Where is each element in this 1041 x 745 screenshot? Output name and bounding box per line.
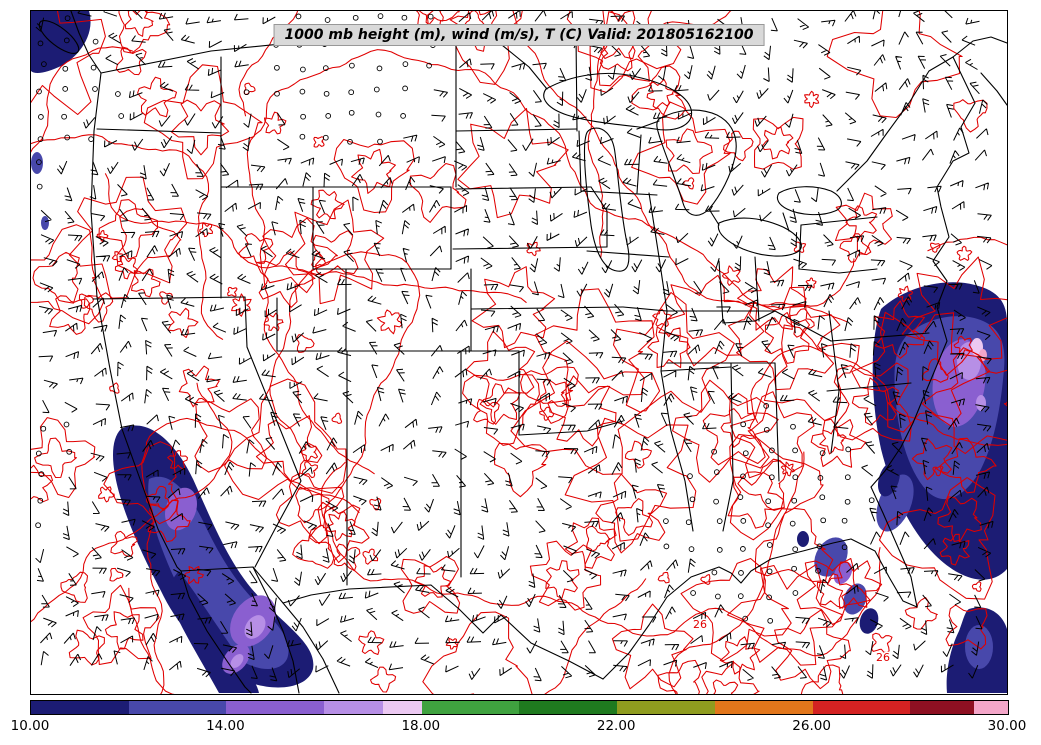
colorbar-tick-label: 22.00 xyxy=(596,718,636,734)
colorbar-band xyxy=(382,701,422,714)
colorbar-tick-label: 30.00 xyxy=(987,718,1027,734)
contour-label: 26 xyxy=(876,651,890,664)
colorbar-tick-labels: 10.00 14.00 18.00 22.00 26.00 30.00 xyxy=(11,718,1027,738)
wind-barb-layer xyxy=(35,11,994,682)
colorbar-band xyxy=(128,701,227,714)
contour-label-layer: 26 26 xyxy=(692,617,892,666)
shaded-wind-speed-layer xyxy=(31,11,1007,693)
colorbar-band xyxy=(617,701,715,714)
colorbar-band xyxy=(812,701,911,714)
colorbar-band xyxy=(714,701,813,714)
colorbar-band xyxy=(324,701,383,714)
plot-title-text: 1000 mb height (m), wind (m/s), T (C) Va… xyxy=(284,27,754,43)
colorbar xyxy=(30,700,1009,715)
colorbar-band xyxy=(226,701,325,714)
colorbar-tick-label: 18.00 xyxy=(401,718,441,734)
map-canvas: 26 26 xyxy=(31,11,1007,694)
map-plot-area: 26 26 1000 mb height (m), wind (m/s), T (… xyxy=(30,10,1008,695)
colorbar-band xyxy=(973,701,1008,714)
colorbar-tick-label: 10.00 xyxy=(10,718,50,734)
colorbar-band xyxy=(519,701,618,714)
contour-label: 26 xyxy=(693,618,707,631)
plot-title: 1000 mb height (m), wind (m/s), T (C) Va… xyxy=(273,24,765,46)
colorbar-band xyxy=(421,701,520,714)
colorbar-tick-label: 26.00 xyxy=(792,718,831,734)
colorbar-band xyxy=(910,701,974,714)
colorbar-band xyxy=(31,701,129,714)
colorbar-tick-label: 14.00 xyxy=(206,718,245,734)
